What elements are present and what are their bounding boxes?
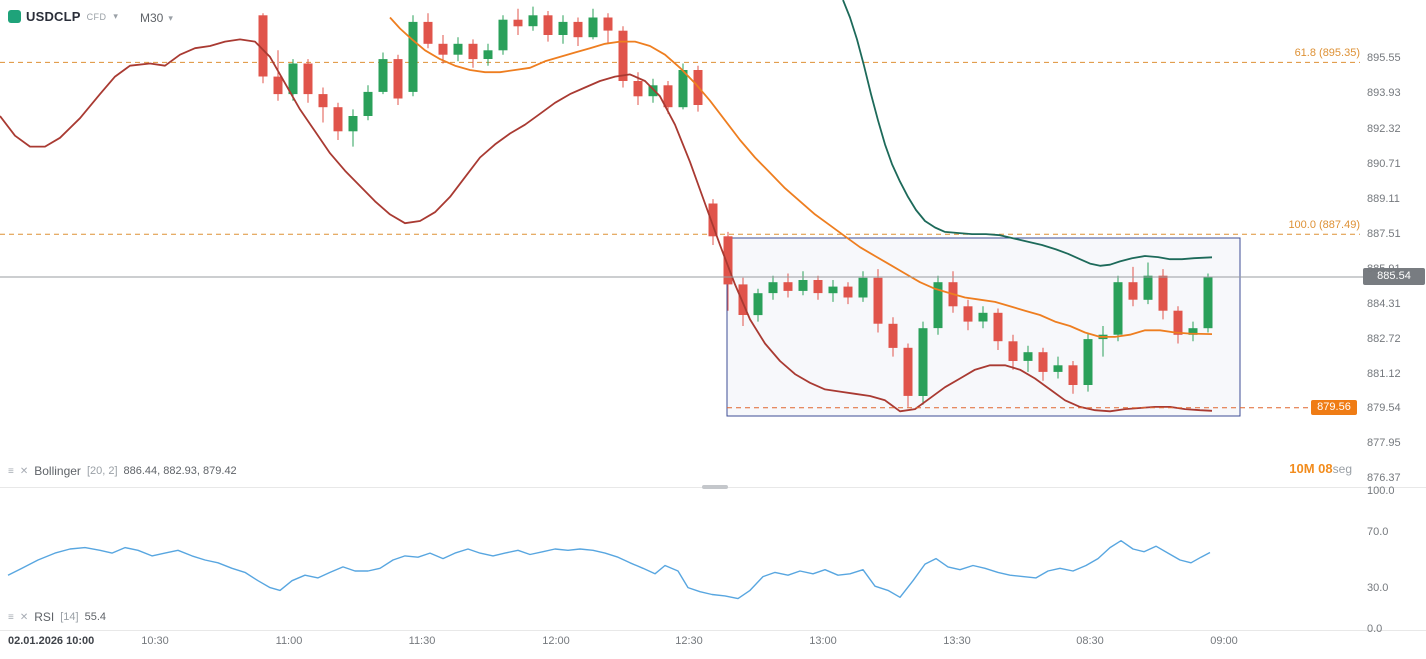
time-axis-label: 08:30 [1076,635,1104,647]
price-axis-label: 881.12 [1367,368,1401,380]
indicator-values: 55.4 [84,611,107,623]
instrument-selector[interactable]: USDCLP CFD ▾ [8,9,118,24]
timeframe-label: M30 [140,11,164,25]
bollinger-middle-band [389,16,1213,338]
selection-box[interactable] [726,237,1241,417]
time-axis-label: 13:00 [809,635,837,647]
countdown-time: 10M 08 [1289,461,1333,476]
panel-resize-handle[interactable] [702,485,728,489]
time-axis-label: 11:00 [275,635,303,647]
timeframe-selector[interactable]: M30 ▾ [140,11,173,25]
current-price-badge: 885.54 [1363,267,1425,285]
indicator-remove-icon[interactable]: ✕ [19,465,29,477]
time-axis-label: 12:00 [542,635,570,647]
rsi-line [7,540,1211,600]
price-axis-label: 895.55 [1367,52,1401,64]
symbol-type-label: CFD [86,11,107,22]
price-axis-label: 877.95 [1367,437,1401,449]
instrument-icon [8,10,21,23]
time-axis-label: 02.01.2026 10:00 [8,635,95,647]
price-axis-label: 885.91 [1367,263,1401,275]
rsi-axis-label: 0.0 [1367,623,1383,635]
candlestick-layer [258,6,1213,407]
indicator-row-bollinger: ≡ ✕ Bollinger [20, 2] 886.44, 882.93, 87… [8,464,237,478]
time-axis[interactable]: 02.01.2026 10:00 10:30 11:00 11:30 12:00 12:3… [0,635,1426,651]
price-axis-label: 887.51 [1367,228,1401,240]
indicator-remove-icon[interactable]: ✕ [19,611,29,623]
bollinger-upper-band [842,0,1213,267]
price-axis-label: 876.37 [1367,472,1401,484]
rsi-axis-label: 70.0 [1367,526,1389,538]
time-axis-label: 09:00 [1210,635,1238,647]
indicator-values: 886.44, 882.93, 879.42 [123,465,237,477]
chevron-down-icon: ▾ [113,11,118,21]
price-axis-label: 890.71 [1367,158,1401,170]
price-axis-label: 889.11 [1367,193,1400,205]
countdown-unit: seg [1332,462,1352,476]
indicator-params: [20, 2] [86,465,118,477]
time-axis-label: 10:30 [141,635,169,647]
candle-countdown: 10M 08seg [1289,461,1352,476]
price-axis-label: 884.31 [1367,298,1401,310]
fib-level-100-label[interactable]: 100.0 (887.49) [1288,219,1360,232]
rsi-axis[interactable]: 100.0 70.0 30.0 0.0 [1367,0,1426,659]
price-axis-label: 879.54 [1367,402,1401,414]
rsi-axis-label: 30.0 [1367,582,1389,594]
price-axis-label: 892.32 [1367,123,1401,135]
indicator-params: [14] [60,611,79,623]
time-axis-label: 11:30 [408,635,436,647]
indicator-name[interactable]: RSI [34,610,55,624]
bollinger-lower-band [0,38,1213,413]
time-axis-label: 12:30 [675,635,703,647]
order-price-badge[interactable]: 879.56 [1311,399,1357,415]
symbol-name: USDCLP [26,9,81,24]
chevron-down-icon: ▾ [168,12,173,23]
indicator-row-rsi: ≡ ✕ RSI [14] 55.4 [8,610,106,624]
indicator-menu-icon[interactable]: ≡ [8,465,14,477]
price-axis[interactable]: 895.55 893.93 892.32 890.71 889.11 887.51 885.… [1367,0,1426,659]
rsi-axis-label: 100.0 [1367,485,1395,497]
price-axis-label: 893.93 [1367,87,1401,99]
price-axis-label: 882.72 [1367,333,1401,345]
time-axis-label: 13:30 [943,635,971,647]
fib-level-618-label[interactable]: 61.8 (895.35) [1294,47,1360,60]
indicator-menu-icon[interactable]: ≡ [8,611,14,623]
time-axis-separator [0,630,1426,631]
indicator-name[interactable]: Bollinger [34,464,81,478]
